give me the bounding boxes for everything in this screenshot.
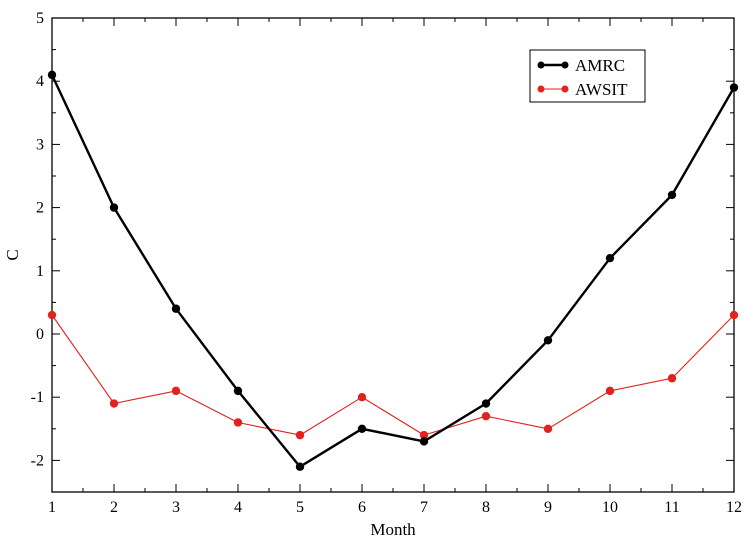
- x-tick-label: 8: [482, 499, 490, 516]
- data-point-awsit: [729, 310, 739, 320]
- y-tick-label: 5: [36, 10, 44, 27]
- data-point-awsit: [605, 386, 615, 396]
- y-tick-label: 0: [36, 326, 44, 343]
- data-point-amrc: [419, 437, 429, 446]
- data-point-amrc: [295, 462, 305, 471]
- y-tick-label: 4: [36, 73, 44, 90]
- legend-label-amrc: AMRC: [575, 56, 625, 75]
- data-point-awsit: [419, 430, 429, 440]
- data-point-amrc: [171, 304, 181, 313]
- x-tick-label: 7: [420, 499, 428, 516]
- x-tick-label: 5: [296, 499, 304, 516]
- x-tick-label: 3: [172, 499, 180, 516]
- data-point-amrc: [481, 399, 491, 408]
- data-point-awsit: [233, 418, 243, 427]
- x-tick-label: 9: [544, 499, 552, 516]
- legend-marker-amrc: [561, 61, 569, 69]
- legend-marker-amrc: [537, 61, 545, 69]
- y-tick-label: 3: [36, 136, 44, 153]
- y-axis-label: C: [3, 249, 22, 260]
- legend: AMRC AWSIT: [529, 49, 646, 103]
- data-point-amrc: [357, 424, 367, 433]
- data-point-amrc: [543, 336, 553, 345]
- data-point-amrc: [233, 386, 243, 396]
- x-tick-label: 12: [726, 499, 742, 516]
- legend-marker-awsit: [561, 85, 569, 93]
- data-point-amrc: [729, 83, 739, 92]
- series-line-awsit: [51, 314, 735, 436]
- legend-label-awsit: AWSIT: [575, 80, 628, 99]
- x-tick-label: 2: [110, 499, 118, 516]
- data-point-awsit: [171, 386, 181, 396]
- x-tick-label: 10: [602, 499, 618, 516]
- data-point-awsit: [109, 399, 119, 408]
- data-point-amrc: [605, 253, 615, 263]
- x-tick-label: 1: [48, 499, 56, 516]
- x-tick-label: 11: [664, 499, 679, 516]
- data-point-awsit: [543, 424, 553, 433]
- y-tick-label: 2: [36, 200, 44, 217]
- data-point-awsit: [481, 411, 491, 421]
- data-point-amrc: [47, 70, 57, 80]
- legend-box: [529, 49, 646, 103]
- y-tick-label: -2: [31, 452, 44, 469]
- data-point-awsit: [667, 374, 677, 383]
- legend-marker-awsit: [537, 85, 545, 93]
- data-point-awsit: [295, 430, 305, 440]
- y-tick-label: 1: [36, 263, 44, 280]
- y-tick-label: -1: [31, 389, 44, 406]
- series-line-amrc: [50, 74, 736, 468]
- series-layer: [47, 70, 739, 471]
- data-point-awsit: [357, 393, 367, 402]
- x-tick-label: 4: [234, 499, 242, 516]
- data-point-amrc: [667, 190, 677, 200]
- x-tick-label: 6: [358, 499, 366, 516]
- x-axis-label: Month: [370, 520, 416, 539]
- data-point-amrc: [109, 203, 119, 212]
- data-point-awsit: [47, 310, 57, 320]
